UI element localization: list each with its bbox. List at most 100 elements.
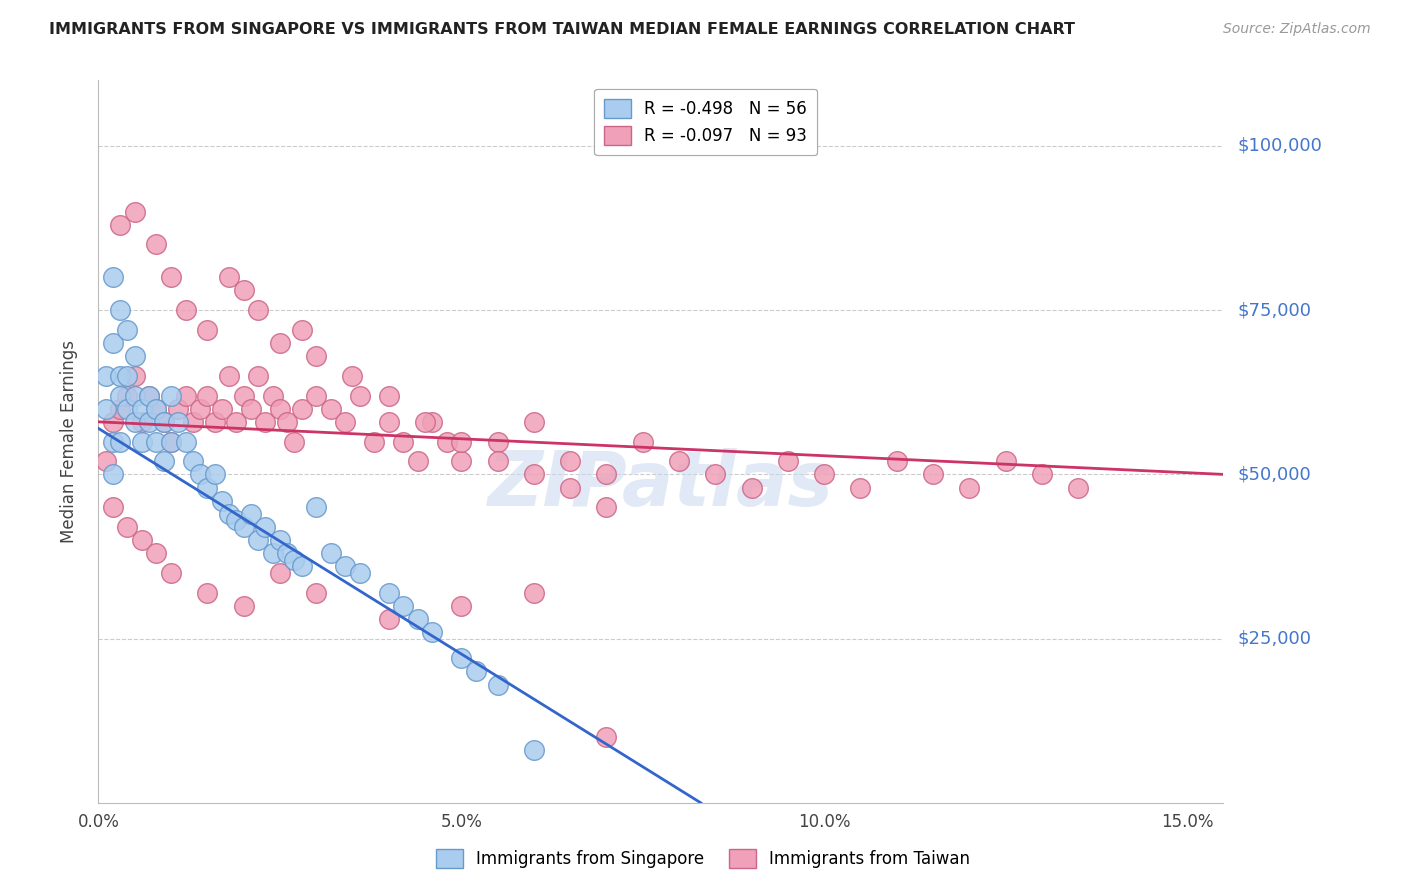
Point	[124, 368, 146, 383]
Point	[1067, 481, 1090, 495]
Point	[741, 481, 763, 495]
Point	[204, 467, 226, 482]
Point	[174, 388, 197, 402]
Point	[595, 467, 617, 482]
Point	[523, 467, 546, 482]
Point	[232, 388, 254, 402]
Point	[108, 388, 131, 402]
Point	[195, 388, 218, 402]
Point	[145, 434, 167, 449]
Point	[145, 546, 167, 560]
Point	[262, 546, 284, 560]
Point	[377, 388, 399, 402]
Point	[994, 454, 1017, 468]
Point	[160, 270, 183, 285]
Point	[101, 270, 124, 285]
Point	[486, 434, 509, 449]
Y-axis label: Median Female Earnings: Median Female Earnings	[59, 340, 77, 543]
Point	[188, 401, 211, 416]
Point	[239, 401, 262, 416]
Point	[195, 585, 218, 599]
Point	[420, 625, 443, 640]
Point	[813, 467, 835, 482]
Point	[131, 415, 153, 429]
Point	[101, 467, 124, 482]
Point	[668, 454, 690, 468]
Point	[776, 454, 799, 468]
Point	[704, 467, 727, 482]
Point	[420, 415, 443, 429]
Point	[152, 454, 174, 468]
Point	[595, 500, 617, 515]
Point	[886, 454, 908, 468]
Text: ZIPatlas: ZIPatlas	[488, 448, 834, 522]
Point	[558, 481, 581, 495]
Point	[283, 553, 305, 567]
Point	[392, 434, 415, 449]
Point	[486, 454, 509, 468]
Text: $50,000: $50,000	[1237, 466, 1310, 483]
Point	[204, 415, 226, 429]
Point	[131, 533, 153, 547]
Point	[276, 415, 298, 429]
Point	[218, 507, 240, 521]
Point	[319, 546, 342, 560]
Point	[117, 401, 139, 416]
Point	[349, 388, 371, 402]
Point	[305, 349, 328, 363]
Point	[181, 454, 204, 468]
Point	[218, 368, 240, 383]
Point	[269, 566, 291, 580]
Point	[211, 493, 233, 508]
Point	[1031, 467, 1053, 482]
Text: $75,000: $75,000	[1237, 301, 1312, 319]
Point	[595, 730, 617, 744]
Point	[523, 415, 546, 429]
Point	[239, 507, 262, 521]
Point	[167, 401, 190, 416]
Point	[262, 388, 284, 402]
Point	[254, 520, 277, 534]
Legend: R = -0.498   N = 56, R = -0.097   N = 93: R = -0.498 N = 56, R = -0.097 N = 93	[595, 88, 817, 155]
Point	[450, 599, 472, 613]
Point	[232, 284, 254, 298]
Text: IMMIGRANTS FROM SINGAPORE VS IMMIGRANTS FROM TAIWAN MEDIAN FEMALE EARNINGS CORRE: IMMIGRANTS FROM SINGAPORE VS IMMIGRANTS …	[49, 22, 1076, 37]
Point	[305, 585, 328, 599]
Point	[124, 204, 146, 219]
Point	[101, 415, 124, 429]
Text: $25,000: $25,000	[1237, 630, 1312, 648]
Point	[145, 237, 167, 252]
Point	[218, 270, 240, 285]
Text: $100,000: $100,000	[1237, 137, 1322, 155]
Point	[523, 585, 546, 599]
Legend: Immigrants from Singapore, Immigrants from Taiwan: Immigrants from Singapore, Immigrants fr…	[429, 842, 977, 875]
Point	[131, 401, 153, 416]
Point	[377, 415, 399, 429]
Point	[145, 401, 167, 416]
Point	[181, 415, 204, 429]
Point	[269, 533, 291, 547]
Point	[631, 434, 654, 449]
Point	[188, 467, 211, 482]
Point	[138, 415, 160, 429]
Point	[523, 743, 546, 757]
Point	[160, 566, 183, 580]
Point	[117, 388, 139, 402]
Point	[291, 559, 314, 574]
Point	[464, 665, 486, 679]
Point	[305, 500, 328, 515]
Point	[232, 599, 254, 613]
Point	[349, 566, 371, 580]
Point	[152, 415, 174, 429]
Point	[377, 585, 399, 599]
Point	[450, 434, 472, 449]
Point	[195, 481, 218, 495]
Text: Source: ZipAtlas.com: Source: ZipAtlas.com	[1223, 22, 1371, 37]
Point	[305, 388, 328, 402]
Point	[152, 415, 174, 429]
Point	[101, 500, 124, 515]
Point	[195, 323, 218, 337]
Point	[558, 454, 581, 468]
Point	[108, 218, 131, 232]
Point	[174, 434, 197, 449]
